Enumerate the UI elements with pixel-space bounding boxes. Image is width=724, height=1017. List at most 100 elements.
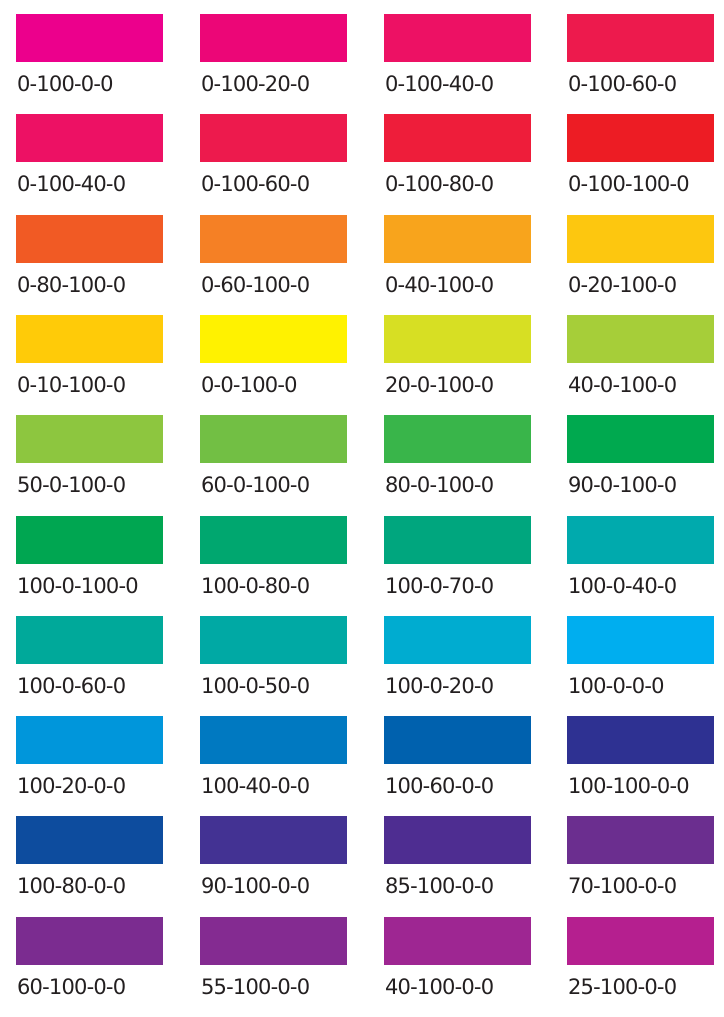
swatch-label: 0-100-40-0	[385, 72, 494, 96]
swatch-label: 100-100-0-0	[568, 774, 690, 799]
color-swatch	[384, 816, 531, 865]
swatch-cell: 0-100-20-0	[200, 14, 370, 114]
swatch-label: 0-20-100-0	[568, 272, 677, 297]
color-swatch	[16, 314, 163, 363]
swatch-label: 100-0-20-0	[385, 673, 494, 698]
swatch-cell: 100-0-0-0	[567, 615, 724, 716]
swatch-label: 25-100-0-0	[568, 974, 677, 999]
color-swatch	[384, 716, 531, 765]
swatch-label: 60-0-100-0	[201, 473, 310, 498]
swatch-cell: 0-100-60-0	[567, 14, 724, 114]
swatch-cell: 0-100-40-0	[384, 14, 554, 114]
swatch-label: 100-40-0-0	[201, 774, 310, 799]
color-swatch	[16, 816, 163, 865]
swatch-label: 0-100-80-0	[385, 172, 494, 197]
swatch-label: 100-0-70-0	[385, 573, 494, 598]
color-swatch	[16, 14, 163, 62]
swatch-label: 70-100-0-0	[568, 874, 677, 899]
swatch-label: 0-80-100-0	[17, 272, 126, 297]
color-swatch	[200, 14, 347, 62]
swatch-label: 55-100-0-0	[201, 974, 310, 999]
color-swatch	[200, 816, 347, 865]
swatch-label: 100-0-0-0	[568, 673, 665, 698]
color-swatch	[200, 716, 347, 765]
color-swatch	[567, 615, 714, 664]
color-swatch	[567, 314, 714, 363]
swatch-cell: 70-100-0-0	[567, 816, 724, 916]
swatch-label: 60-100-0-0	[17, 974, 126, 999]
color-swatch	[16, 716, 163, 765]
swatch-label: 0-10-100-0	[17, 372, 126, 397]
swatch-cell: 80-0-100-0	[384, 415, 554, 515]
swatch-cell: 0-80-100-0	[16, 214, 186, 315]
swatch-cell: 0-10-100-0	[16, 314, 186, 415]
swatch-label: 50-0-100-0	[17, 473, 126, 498]
swatch-cell: 55-100-0-0	[200, 916, 370, 1017]
color-swatch	[384, 916, 531, 965]
color-swatch	[200, 214, 347, 263]
swatch-label: 100-0-80-0	[201, 573, 310, 598]
swatch-cell: 0-100-40-0	[16, 114, 186, 214]
swatch-label: 0-0-100-0	[201, 372, 298, 397]
color-swatch	[200, 114, 347, 163]
swatch-cell: 100-20-0-0	[16, 716, 186, 816]
swatch-cell: 100-0-50-0	[200, 615, 370, 716]
swatch-label: 90-0-100-0	[568, 473, 677, 498]
swatch-cell: 100-80-0-0	[16, 816, 186, 916]
color-swatch	[567, 214, 714, 263]
swatch-cell: 0-100-0-0	[16, 14, 186, 114]
swatch-label: 100-0-50-0	[201, 673, 310, 698]
swatch-label: 85-100-0-0	[385, 874, 494, 899]
swatch-cell: 40-0-100-0	[567, 314, 724, 415]
color-swatch	[16, 214, 163, 263]
swatch-cell: 40-100-0-0	[384, 916, 554, 1017]
swatch-cell: 100-0-60-0	[16, 615, 186, 716]
swatch-cell: 100-0-100-0	[16, 515, 186, 616]
color-swatch	[567, 114, 714, 163]
swatch-cell: 90-0-100-0	[567, 415, 724, 515]
swatch-label: 0-100-20-0	[201, 72, 310, 96]
color-swatch	[16, 114, 163, 163]
swatch-cell: 100-100-0-0	[567, 716, 724, 816]
color-swatch	[384, 114, 531, 163]
swatch-cell: 0-60-100-0	[200, 214, 370, 315]
swatch-cell: 0-100-100-0	[567, 114, 724, 214]
swatch-cell: 60-0-100-0	[200, 415, 370, 515]
color-swatch	[200, 615, 347, 664]
swatch-cell: 0-40-100-0	[384, 214, 554, 315]
color-swatch	[567, 515, 714, 564]
swatch-cell: 100-0-20-0	[384, 615, 554, 716]
color-swatch	[567, 415, 714, 464]
swatch-label: 20-0-100-0	[385, 372, 494, 397]
color-swatch	[567, 916, 714, 965]
color-swatch	[200, 415, 347, 464]
swatch-label: 100-0-100-0	[17, 573, 139, 598]
color-swatch	[200, 314, 347, 363]
swatch-label: 80-0-100-0	[385, 473, 494, 498]
swatch-cell: 90-100-0-0	[200, 816, 370, 916]
swatch-cell: 0-100-80-0	[384, 114, 554, 214]
swatch-label: 100-80-0-0	[17, 874, 126, 899]
swatch-label: 0-100-60-0	[568, 72, 677, 96]
swatch-cell: 100-60-0-0	[384, 716, 554, 816]
color-swatch	[384, 515, 531, 564]
color-swatch	[567, 816, 714, 865]
color-swatch	[16, 415, 163, 464]
swatch-cell: 85-100-0-0	[384, 816, 554, 916]
swatch-label: 0-100-60-0	[201, 172, 310, 197]
swatch-cell: 100-0-80-0	[200, 515, 370, 616]
swatch-cell: 20-0-100-0	[384, 314, 554, 415]
swatch-label: 100-0-60-0	[17, 673, 126, 698]
color-swatch	[567, 14, 714, 62]
color-swatch	[16, 916, 163, 965]
swatch-label: 90-100-0-0	[201, 874, 310, 899]
color-swatch	[384, 214, 531, 263]
color-swatch	[384, 314, 531, 363]
swatch-label: 0-40-100-0	[385, 272, 494, 297]
swatch-label: 100-0-40-0	[568, 573, 677, 598]
swatch-label: 0-60-100-0	[201, 272, 310, 297]
swatch-cell: 100-0-40-0	[567, 515, 724, 616]
color-swatch	[16, 615, 163, 664]
swatch-label: 100-20-0-0	[17, 774, 126, 799]
